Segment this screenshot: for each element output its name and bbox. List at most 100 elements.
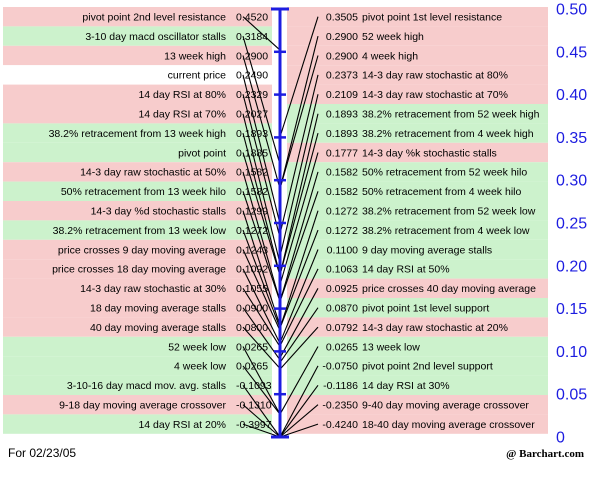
right-connector-line-18: [279, 365, 319, 438]
right-row-bg-17: [287, 336, 548, 357]
right-connector-line-9: [279, 191, 319, 302]
right-connector-line-21: [279, 423, 319, 438]
right-row-label-2: 4 week high: [362, 50, 418, 62]
right-row-label-3: 14-3 day raw stochastic at 80%: [362, 70, 508, 82]
connector-lines: [242, 16, 319, 438]
left-row-label-5: 14 day RSI at 70%: [138, 109, 226, 121]
left-row-value-16: 0.0800: [236, 322, 268, 334]
right-row-value-13: 0.1063: [326, 264, 358, 276]
left-connector-line-9: [242, 191, 281, 302]
left-row-bg-9: [3, 181, 272, 201]
left-row-bg-5: [3, 104, 272, 124]
left-row-bg-17: [3, 336, 272, 357]
left-row-value-14: 0.1055: [236, 283, 268, 295]
left-row-bg-14: [3, 278, 272, 298]
left-row-value-1: 0.3184: [236, 31, 268, 43]
y-tick-label-2: 0.10: [556, 344, 587, 361]
left-connector-line-0: [242, 16, 281, 51]
right-connector-line-10: [279, 210, 319, 329]
y-tick-label-1: 0.05: [556, 387, 587, 404]
right-connector-line-8: [279, 171, 319, 302]
left-row-value-15: 0.0900: [236, 303, 268, 315]
right-connector-line-11: [279, 229, 319, 329]
left-row-value-10: 0.1299: [236, 206, 268, 218]
right-row-bg-18: [287, 356, 548, 376]
right-connector-line-1: [279, 35, 319, 189]
right-row-value-20: -0.2350: [322, 400, 358, 412]
left-row-label-16: 40 day moving average stalls: [90, 322, 226, 334]
right-row-bg-7: [287, 142, 548, 163]
left-connector-line-3: [242, 74, 281, 224]
left-row-value-17: 0.0265: [236, 341, 268, 353]
right-row-label-5: 38.2% retracement from 52 week high: [362, 109, 540, 121]
y-tick-label-6: 0.30: [556, 173, 587, 190]
left-row-value-21: -0.3997: [236, 419, 272, 431]
right-row-label-1: 52 week high: [362, 31, 424, 43]
right-row-value-7: 0.1777: [326, 147, 358, 159]
right-row-label-20: 9-40 day moving average crossover: [362, 400, 529, 412]
right-row-label-13: 14 day RSI at 50%: [362, 264, 450, 276]
right-row-label-11: 38.2% retracement from 4 week low: [362, 225, 530, 237]
right-row-bg-4: [287, 84, 548, 104]
right-row-label-4: 14-3 day raw stochastic at 70%: [362, 89, 508, 101]
left-connector-line-16: [242, 326, 281, 369]
right-row-bg-16: [287, 317, 548, 337]
left-row-bg-1: [3, 26, 272, 46]
left-connector-line-12: [242, 249, 281, 331]
right-row-label-17: 13 week low: [362, 341, 420, 353]
right-row-bg-9: [287, 181, 548, 201]
left-row-label-11: 38.2% retracement from 13 week low: [53, 225, 227, 237]
left-row-label-3: current price: [168, 70, 227, 82]
right-row-bg-1: [287, 26, 548, 46]
right-connector-line-6: [279, 132, 319, 276]
left-connector-line-6: [242, 132, 281, 276]
left-connector-line-18: [242, 365, 281, 415]
right-row-label-8: 50% retracement from 52 week hilo: [362, 167, 527, 179]
left-connector-line-21: [242, 423, 281, 438]
left-row-value-18: 0.0265: [236, 361, 268, 373]
left-row-bg-19: [3, 375, 272, 395]
right-connector-line-5: [279, 113, 319, 276]
price-axis: [271, 7, 289, 439]
y-tick-label-0: 0: [556, 430, 565, 447]
left-row-label-6: 38.2% retracement from 13 week high: [49, 128, 227, 140]
left-connector-line-14: [242, 288, 281, 347]
right-connector-line-17: [279, 346, 319, 415]
left-row-bg-10: [3, 201, 272, 221]
left-row-bg-12: [3, 239, 272, 260]
left-connector-line-8: [242, 171, 281, 302]
left-connector-line-11: [242, 229, 281, 329]
right-row-label-19: 14 day RSI at 30%: [362, 380, 450, 392]
right-connector-line-3: [279, 74, 319, 234]
left-row-value-19: -0.1093: [236, 380, 272, 392]
right-connector-line-7: [279, 152, 319, 286]
right-row-bg-0: [287, 7, 548, 27]
right-connector-line-15: [279, 307, 319, 363]
right-row-bg-3: [287, 65, 548, 85]
right-row-value-2: 0.2900: [326, 50, 358, 62]
left-connector-line-4: [242, 94, 281, 238]
left-row-value-7: 0.1885: [236, 147, 268, 159]
left-row-label-19: 3-10-16 day macd mov. avg. stalls: [67, 380, 226, 392]
right-row-bg-13: [287, 259, 548, 279]
left-row-bg-20: [3, 395, 272, 415]
left-row-bg-8: [3, 162, 272, 182]
left-row-value-0: 0.4520: [236, 12, 268, 24]
right-row-label-6: 38.2% retracement from 4 week high: [362, 128, 534, 140]
right-row-label-16: 14-3 day raw stochastic at 20%: [362, 322, 508, 334]
right-row-label-7: 14-3 day %k stochastic stalls: [362, 147, 497, 159]
right-connector-line-12: [279, 249, 319, 344]
left-row-value-5: 0.2027: [236, 109, 268, 121]
right-row-bg-2: [287, 45, 548, 66]
left-row-value-2: 0.2900: [236, 50, 268, 62]
right-row-value-4: 0.2109: [326, 89, 358, 101]
y-tick-label-7: 0.35: [556, 130, 587, 147]
right-row-label-10: 38.2% retracement from 52 week low: [362, 206, 536, 218]
right-row-bg-5: [287, 104, 548, 124]
left-connector-line-10: [242, 210, 281, 326]
right-connector-line-2: [279, 55, 319, 189]
left-connector-line-7: [242, 152, 281, 276]
left-row-label-15: 18 day moving average stalls: [90, 303, 226, 315]
y-tick-label-3: 0.15: [556, 301, 587, 318]
right-row-value-1: 0.2900: [326, 31, 358, 43]
